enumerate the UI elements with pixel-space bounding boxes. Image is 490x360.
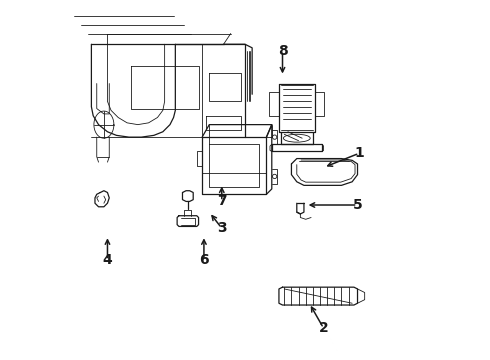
Text: 5: 5 <box>353 198 363 212</box>
Text: 8: 8 <box>278 44 287 58</box>
Text: 2: 2 <box>318 321 328 335</box>
Text: 6: 6 <box>199 253 209 267</box>
Text: 7: 7 <box>217 194 226 208</box>
Text: 4: 4 <box>102 253 112 267</box>
Text: 1: 1 <box>354 146 364 160</box>
Text: 3: 3 <box>217 221 226 235</box>
